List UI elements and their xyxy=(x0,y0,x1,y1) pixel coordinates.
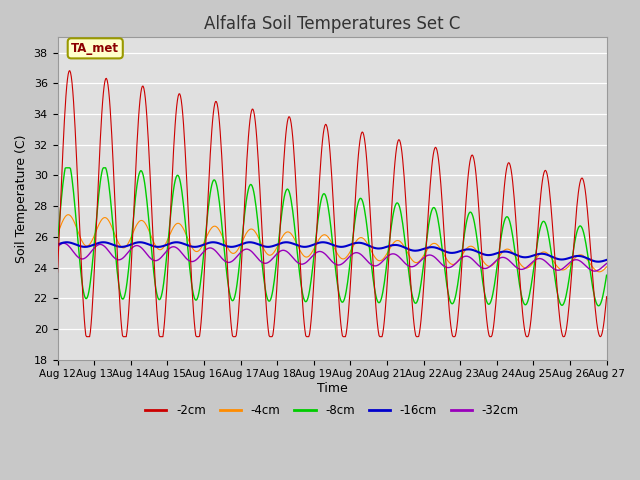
X-axis label: Time: Time xyxy=(317,382,348,395)
Y-axis label: Soil Temperature (C): Soil Temperature (C) xyxy=(15,134,28,263)
Legend: -2cm, -4cm, -8cm, -16cm, -32cm: -2cm, -4cm, -8cm, -16cm, -32cm xyxy=(141,399,524,421)
Title: Alfalfa Soil Temperatures Set C: Alfalfa Soil Temperatures Set C xyxy=(204,15,460,33)
Text: TA_met: TA_met xyxy=(71,42,119,55)
